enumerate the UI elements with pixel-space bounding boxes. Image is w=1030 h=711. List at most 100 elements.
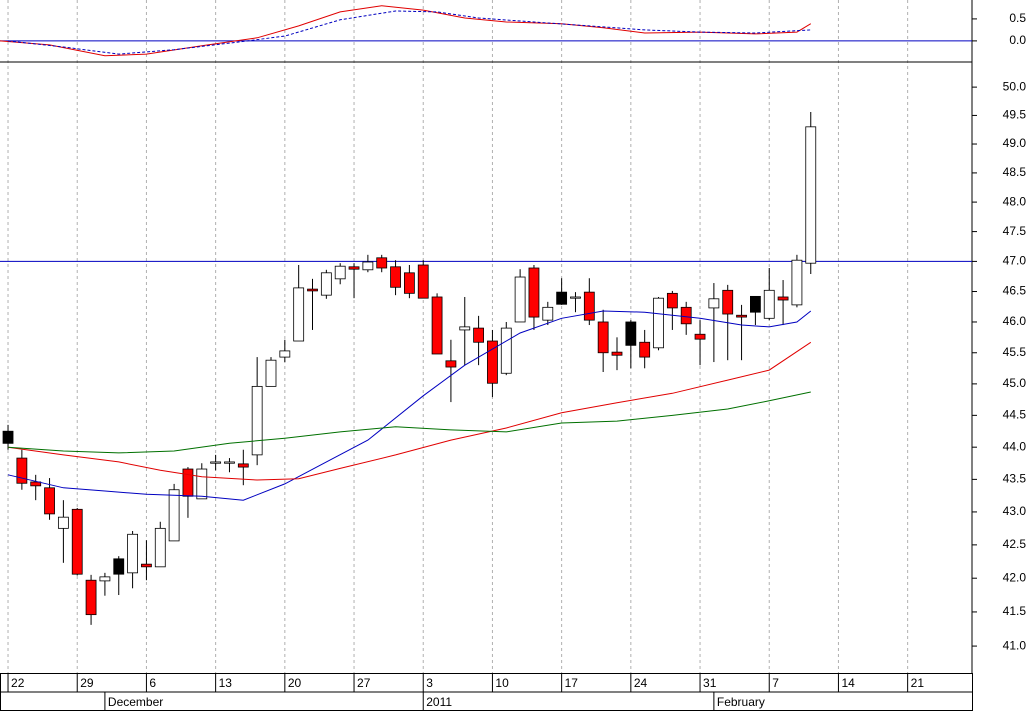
x-tick-label: 14: [841, 676, 855, 690]
x-tick-label: 13: [219, 676, 233, 690]
candle-body: [224, 461, 235, 464]
y-tick-label: 45.0: [1003, 376, 1027, 390]
candle-body: [694, 333, 706, 340]
series-line: [7, 391, 811, 454]
x-tick-label: 7: [772, 676, 779, 690]
x-tick-label: 22: [11, 676, 25, 690]
y-tick-label: 49.5: [1003, 108, 1027, 122]
candle-body: [85, 579, 97, 616]
y-tick-label: 0.0: [1009, 33, 1026, 47]
candle-body: [666, 292, 678, 309]
y-tick-label: 41.0: [1003, 638, 1027, 652]
candle-body: [708, 298, 720, 309]
candle-body: [611, 351, 623, 356]
candle-body: [500, 327, 512, 374]
candle-body: [362, 261, 374, 271]
month-label: December: [108, 695, 163, 709]
candle-body: [722, 289, 734, 315]
candle-body: [805, 126, 817, 264]
candle-body: [30, 481, 42, 487]
candle-body: [182, 468, 194, 497]
candle-body: [334, 265, 346, 280]
series-line: [7, 10, 811, 55]
candle-body: [556, 291, 568, 305]
candle-body: [639, 341, 651, 358]
y-tick-label: 0.5: [1009, 11, 1026, 25]
candle-body: [265, 359, 277, 387]
y-tick-label: 45.5: [1003, 345, 1027, 359]
y-tick-label: 47.0: [1003, 254, 1027, 268]
candle-body: [680, 306, 692, 325]
y-tick-label: 46.5: [1003, 284, 1027, 298]
x-tick-label: 29: [80, 676, 94, 690]
y-tick-label: 48.5: [1003, 165, 1027, 179]
x-tick-label: 21: [911, 676, 925, 690]
x-tick-label: 17: [565, 676, 579, 690]
candle-body: [514, 276, 526, 323]
x-tick-label: 10: [495, 676, 509, 690]
candle-body: [57, 516, 69, 529]
candle-body: [71, 508, 83, 575]
candle-body: [168, 489, 180, 542]
candle-body: [403, 272, 415, 294]
candle-body: [445, 360, 457, 368]
candle-body: [750, 295, 761, 313]
y-tick-label: 43.0: [1003, 504, 1027, 518]
series-line: [7, 310, 812, 501]
y-tick-label: 42.0: [1003, 570, 1027, 584]
x-tick-label: 27: [357, 676, 371, 690]
candle-body: [542, 306, 554, 321]
y-tick-label: 48.0: [1003, 194, 1027, 208]
candle-body: [237, 463, 249, 468]
candle-body: [251, 385, 263, 456]
candle-body: [431, 296, 443, 355]
candle-body: [348, 266, 360, 270]
y-tick-label: 44.5: [1003, 408, 1027, 422]
y-tick-label: 50.0: [1003, 79, 1027, 93]
candle-body: [473, 327, 484, 343]
candle-body: [390, 266, 401, 288]
y-tick-label: 46.0: [1003, 314, 1027, 328]
candle-body: [459, 326, 471, 331]
candle-body: [2, 430, 14, 444]
candle-body: [320, 272, 332, 296]
y-tick-label: 42.5: [1003, 537, 1027, 551]
candle-body: [570, 296, 581, 299]
candle-body: [583, 291, 595, 321]
candle-body: [736, 314, 747, 318]
x-tick-label: 31: [703, 676, 717, 690]
series-line: [7, 341, 812, 481]
month-label: February: [717, 695, 765, 709]
candle-body: [210, 461, 222, 464]
y-tick-label: 43.5: [1003, 472, 1027, 486]
candle-body: [113, 558, 125, 575]
candle-body: [154, 527, 166, 568]
x-tick-label: 6: [149, 676, 156, 690]
candle-body: [279, 350, 291, 358]
candle-body: [597, 321, 609, 354]
x-tick-label: 3: [426, 676, 433, 690]
candle-body: [487, 340, 498, 384]
candle-body: [763, 289, 775, 319]
y-tick-label: 44.0: [1003, 439, 1027, 453]
candle-body: [653, 297, 664, 349]
candle-body: [777, 296, 789, 301]
y-tick-label: 41.5: [1003, 604, 1027, 618]
candle-body: [141, 563, 152, 568]
candle-body: [791, 259, 803, 306]
candle-body: [44, 487, 55, 515]
candle-body: [196, 468, 208, 500]
candle-body: [127, 533, 138, 574]
candle-body: [625, 321, 637, 346]
x-tick-label: 20: [288, 676, 302, 690]
x-tick-label: 24: [634, 676, 648, 690]
candle-body: [376, 257, 388, 269]
candle-body: [293, 287, 305, 342]
candle-body: [307, 288, 318, 292]
candle-body: [16, 457, 28, 484]
candle-body: [99, 576, 111, 582]
y-tick-label: 49.0: [1003, 136, 1027, 150]
candle-body: [528, 267, 540, 318]
